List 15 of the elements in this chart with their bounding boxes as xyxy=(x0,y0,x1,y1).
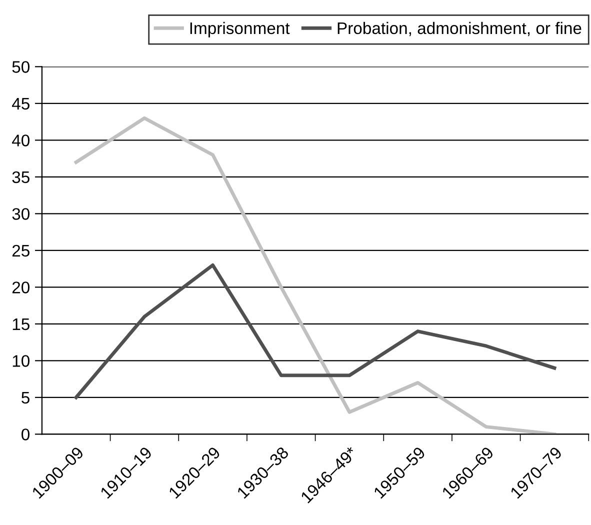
legend-label: Imprisonment xyxy=(190,22,290,38)
y-tick-label: 35 xyxy=(12,171,30,184)
y-tick-label: 45 xyxy=(12,98,30,110)
y-tick-label: 25 xyxy=(12,244,30,257)
y-tick-label: 20 xyxy=(12,282,30,294)
y-tick-label: 0 xyxy=(22,428,30,440)
legend-label: Probation, admonishment, or fine xyxy=(338,22,582,36)
y-tick-label: 10 xyxy=(12,355,30,367)
line-series xyxy=(74,116,556,434)
y-tick-label: 40 xyxy=(12,134,30,146)
y-tick-label: 50 xyxy=(12,61,30,73)
line-series xyxy=(74,263,556,400)
y-tick-label: 5 xyxy=(22,392,30,404)
y-tick-label: 15 xyxy=(12,318,30,330)
y-tick-label: 30 xyxy=(12,208,30,220)
